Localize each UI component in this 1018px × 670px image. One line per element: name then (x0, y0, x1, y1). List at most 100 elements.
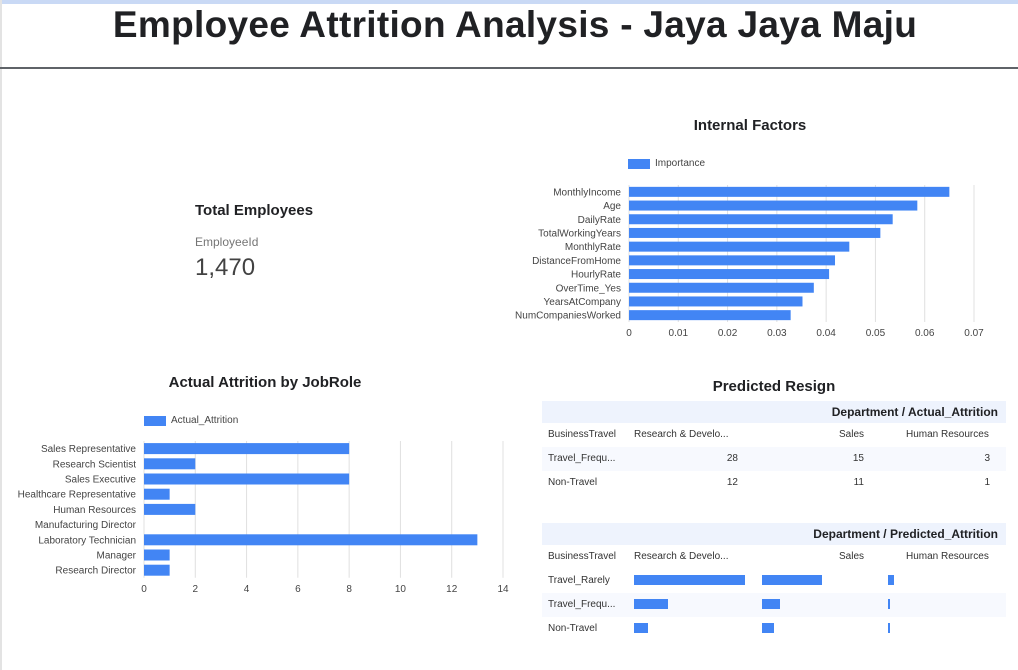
column-header: Sales (839, 429, 865, 440)
y-tick-label: Healthcare Representative (18, 490, 137, 501)
y-tick-label: YearsAtCompany (544, 297, 621, 308)
table-header: Department / Actual_Attrition (542, 401, 1006, 423)
bar[interactable] (144, 458, 196, 470)
bar[interactable] (144, 488, 170, 500)
y-tick-label: DailyRate (578, 215, 622, 226)
cell-value: 12 (726, 477, 738, 488)
column-header: Research & Develo... (634, 429, 729, 440)
attrition-jobrole-chart[interactable]: 0 2 4 6 8 10 12 14 Sales Representative Research … (0, 436, 530, 601)
x-tick-label: 0.02 (718, 328, 738, 339)
column-header: Sales (839, 551, 865, 562)
column-header: Research & Develo... (634, 551, 729, 562)
row-label: Travel_Frequ... (548, 453, 616, 464)
left-border (0, 0, 2, 670)
bar[interactable] (629, 296, 803, 307)
bar[interactable] (629, 282, 814, 293)
attrition-jobrole-title: Actual Attrition by JobRole (168, 374, 362, 391)
title-divider (0, 67, 1018, 69)
scorecard-title: Total Employees (195, 202, 314, 219)
cell-value: 3 (984, 453, 990, 464)
y-tick-label: Research Director (55, 566, 136, 577)
y-tick-label: TotalWorkingYears (538, 228, 621, 239)
x-tick-label: 0.04 (816, 328, 836, 339)
y-tick-label: MonthlyIncome (553, 187, 621, 198)
bar[interactable] (144, 549, 170, 561)
actual-attrition-table[interactable]: Department / Actual_Attrition BusinessTr… (542, 401, 1006, 495)
y-tick-label: Manager (97, 551, 137, 562)
scorecard-label: EmployeeId (195, 235, 259, 249)
y-tick-label: NumCompaniesWorked (515, 311, 621, 322)
bar[interactable] (629, 269, 830, 280)
cell-bar (762, 575, 822, 585)
cell-bar (888, 575, 894, 585)
table-header: Department / Predicted_Attrition (542, 523, 1006, 545)
predicted-rows: Travel_Rarely Travel_Frequ... Non-Travel (542, 569, 1006, 641)
cell-value: 28 (726, 453, 738, 464)
predicted-attrition-table[interactable]: Department / Predicted_Attrition Busines… (542, 523, 1006, 641)
x-tick-label: 0.06 (915, 328, 935, 339)
y-tick-label: Sales Representative (41, 444, 136, 455)
y-tick-label: OverTime_Yes (556, 283, 621, 294)
scorecard-value: 1,470 (195, 254, 256, 281)
y-tick-label: HourlyRate (571, 270, 621, 281)
table-row[interactable]: Travel_Frequ... (542, 593, 1006, 617)
y-tick-label: Laboratory Technician (38, 535, 136, 546)
legend-swatch (144, 415, 166, 426)
x-tick-label: 0 (141, 584, 147, 595)
x-tick-label: 6 (295, 584, 301, 595)
bar[interactable] (144, 443, 350, 455)
x-tick-label: 12 (446, 584, 458, 595)
x-tick-label: 2 (193, 584, 199, 595)
legend-swatch (628, 158, 650, 169)
cell-bar (634, 599, 669, 609)
table-column-headers: BusinessTravel Research & Develo... Sale… (542, 423, 1006, 447)
column-header: BusinessTravel (548, 551, 616, 562)
y-tick-label: Age (603, 201, 621, 212)
x-tick-label: 4 (244, 584, 250, 595)
table-row[interactable]: Non-Travel (542, 617, 1006, 641)
y-tick-label: Human Resources (53, 505, 136, 516)
x-tick-label: 0.05 (866, 328, 886, 339)
bar[interactable] (144, 564, 170, 576)
bar[interactable] (629, 310, 791, 321)
cell-value: 1 (984, 477, 990, 488)
cell-value: 15 (852, 453, 864, 464)
bar[interactable] (629, 241, 850, 252)
row-label: Travel_Frequ... (548, 599, 616, 610)
bar[interactable] (144, 503, 196, 515)
row-label: Non-Travel (548, 623, 598, 634)
predicted-resign-title: Predicted Resign (712, 378, 836, 395)
x-tick-label: 14 (497, 584, 509, 595)
internal-factors-chart[interactable]: 0 0.01 0.02 0.03 0.04 0.05 0.06 0.07 MonthlyInco… (500, 180, 1000, 345)
page-title: Employee Attrition Analysis - Jaya Jaya … (112, 4, 918, 45)
bar[interactable] (144, 534, 478, 546)
x-tick-label: 0.01 (669, 328, 689, 339)
legend-label: Actual_Attrition (171, 415, 239, 426)
column-header: BusinessTravel (548, 429, 616, 440)
y-tick-label: Sales Executive (65, 475, 137, 486)
bar[interactable] (629, 186, 950, 197)
cell-bar (888, 599, 891, 609)
bar[interactable] (629, 200, 918, 211)
x-tick-label: 0.03 (767, 328, 787, 339)
top-accent-bar (0, 0, 1018, 4)
x-tick-label: 8 (346, 584, 352, 595)
bar[interactable] (629, 214, 893, 225)
y-tick-label: Research Scientist (53, 459, 137, 470)
table-row[interactable]: Travel_Rarely (542, 569, 1006, 593)
legend-label: Importance (655, 158, 706, 169)
row-label: Non-Travel (548, 477, 598, 488)
table-row[interactable]: Non-Travel 12 11 1 (542, 471, 1006, 495)
bar[interactable] (144, 473, 350, 485)
table-row[interactable]: Travel_Frequ... 28 15 3 (542, 447, 1006, 471)
internal-factors-title: Internal Factors (693, 117, 807, 134)
bar[interactable] (629, 227, 881, 238)
attrition-jobrole-legend[interactable]: Actual_Attrition (144, 415, 238, 426)
cell-bar (762, 599, 780, 609)
x-tick-label: 10 (395, 584, 407, 595)
y-tick-label: Manufacturing Director (35, 520, 137, 531)
x-tick-label: 0.07 (964, 328, 984, 339)
bar[interactable] (629, 255, 836, 266)
internal-factors-legend[interactable]: Importance (628, 158, 705, 169)
table-column-headers: BusinessTravel Research & Develo... Sale… (542, 545, 1006, 569)
